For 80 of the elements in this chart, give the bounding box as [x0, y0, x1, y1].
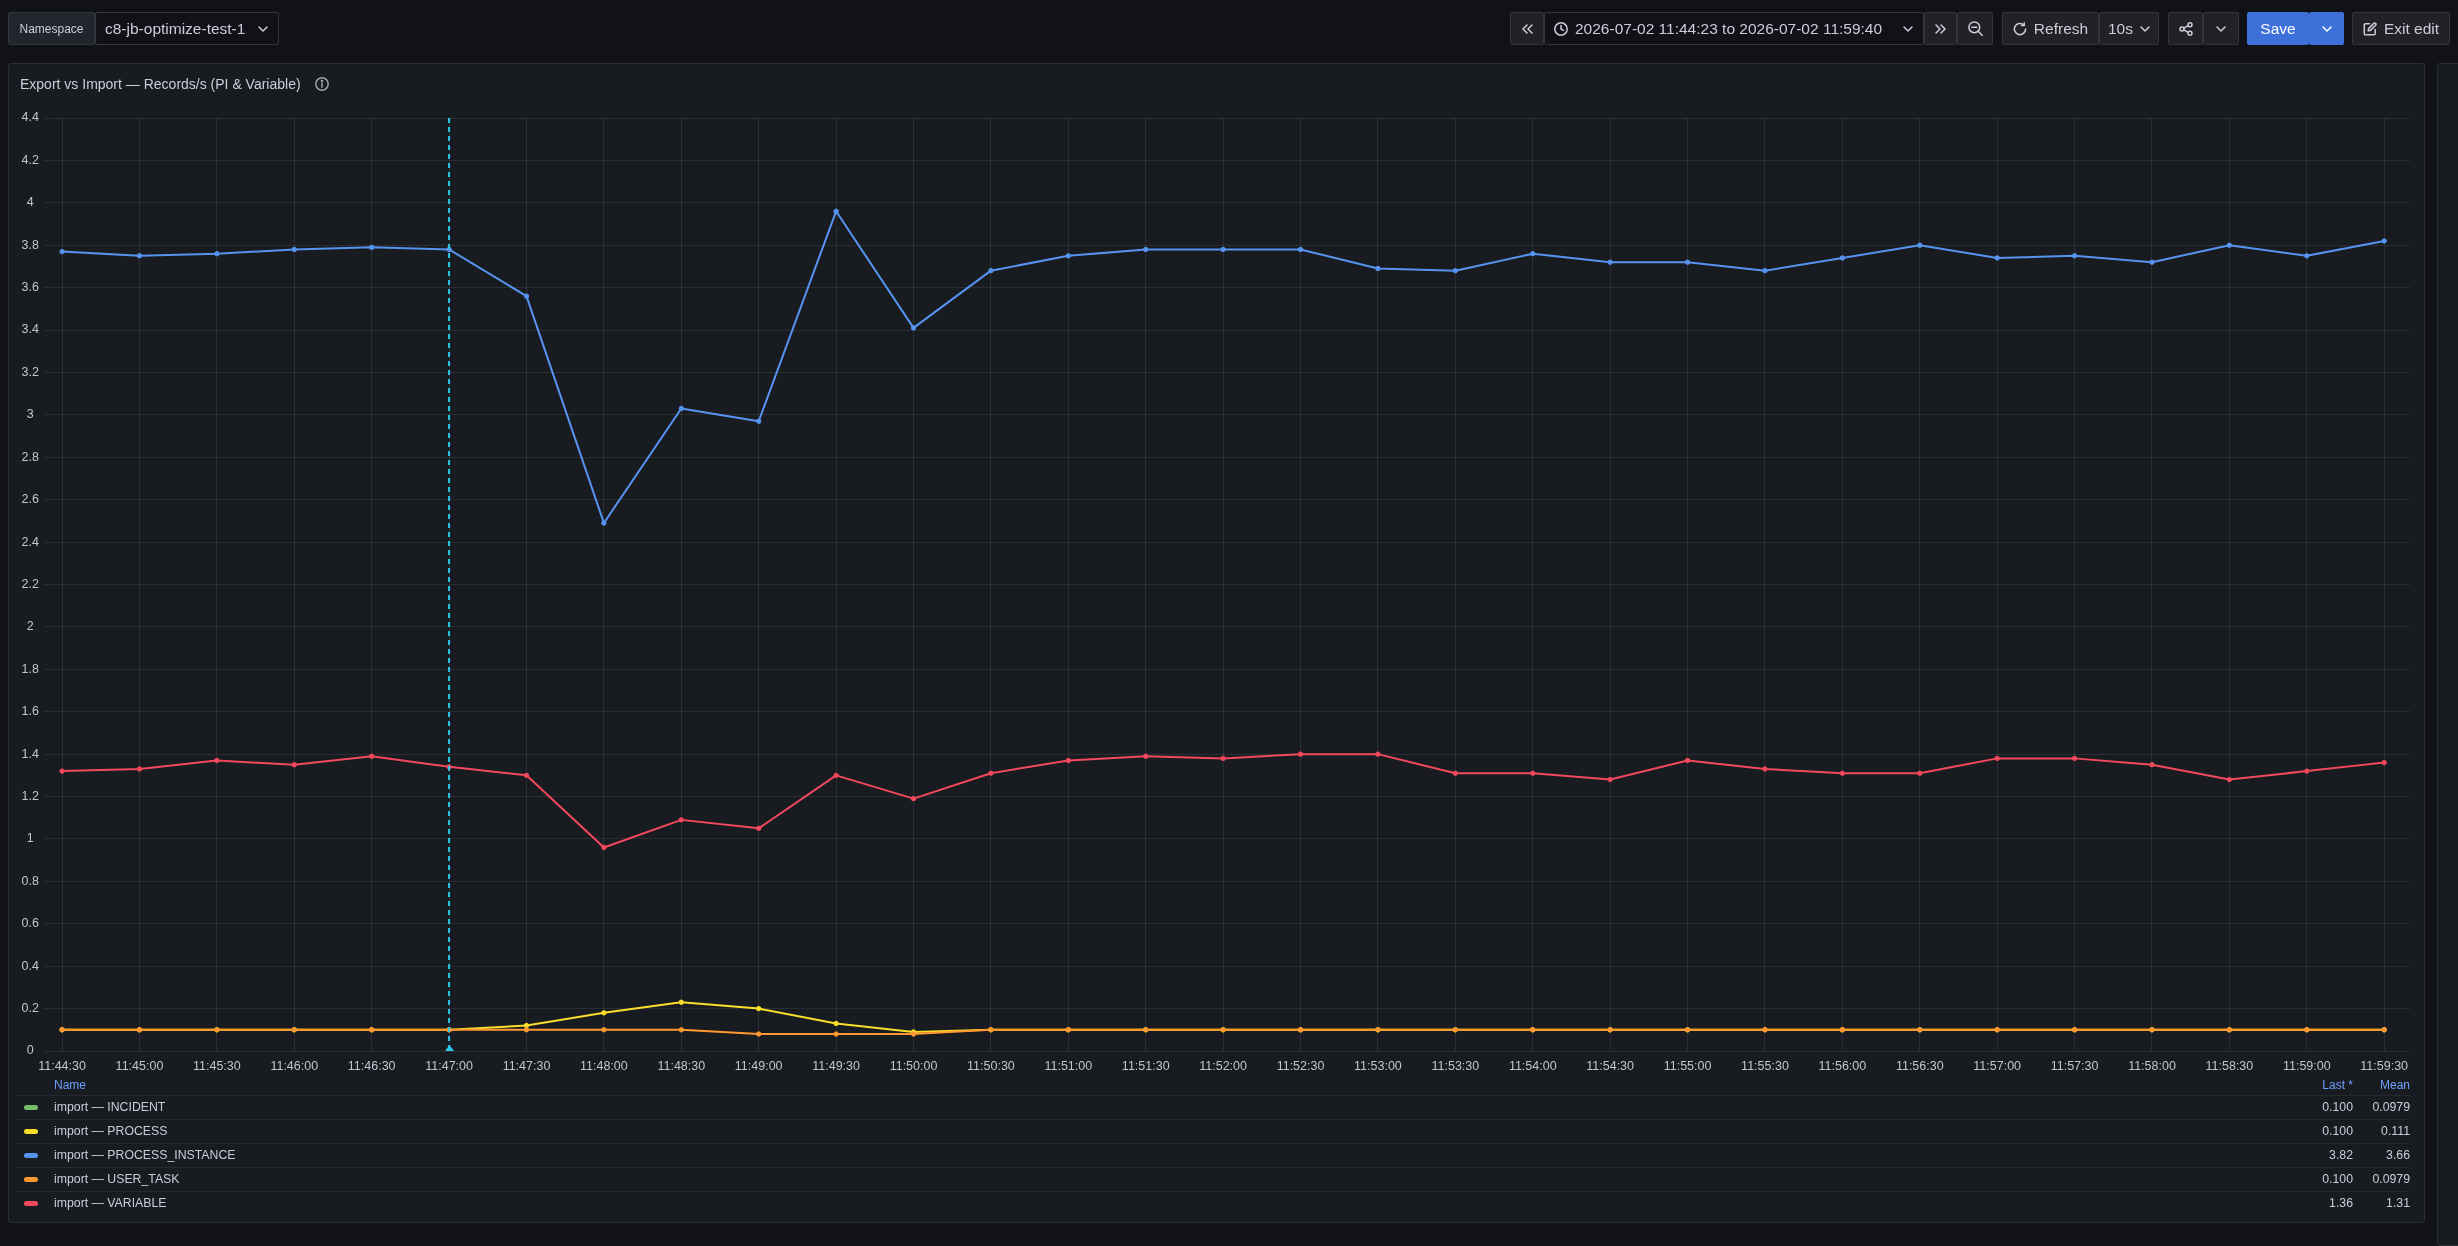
- chart-title: Export vs Import — Records/s (PI & Variable): [20, 76, 301, 92]
- y-tick-label: 3.2: [21, 364, 40, 379]
- x-tick-label: 11:50:00: [889, 1058, 938, 1073]
- text: 0.0979: [2372, 1099, 2410, 1116]
- y-tick-label: 1.6: [21, 704, 40, 719]
- text: Last *: [2322, 1077, 2353, 1094]
- x-tick-label: 11:55:30: [1741, 1058, 1789, 1073]
- y-tick-label: 1.8: [21, 661, 40, 676]
- exit-edit-button: Exit edit: [2352, 12, 2450, 45]
- text: 0.0979: [2372, 1171, 2410, 1188]
- y-tick-label: 2: [26, 619, 34, 634]
- text: 0.100: [2322, 1171, 2353, 1188]
- x-tick-label: 11:49:00: [734, 1058, 783, 1073]
- x-tick-label: 11:49:30: [812, 1058, 861, 1073]
- interval-dropdown: 10s: [2099, 12, 2159, 45]
- x-tick-label: 11:57:30: [2050, 1058, 2099, 1073]
- text: 0.100: [2322, 1123, 2353, 1140]
- text: 0.111: [2381, 1123, 2410, 1140]
- y-tick-label: 0: [26, 1043, 34, 1058]
- refresh-button: Refresh: [2002, 12, 2099, 45]
- y-tick-label: 0.2: [21, 1001, 40, 1016]
- legend-title: Name: [54, 1077, 87, 1094]
- y-tick-label: 4.2: [21, 152, 40, 167]
- y-tick-label: 4: [26, 195, 34, 210]
- namespace-dropdown: c8-jb-optimize-test-1: [95, 12, 279, 45]
- x-tick-label: 11:53:00: [1354, 1058, 1402, 1073]
- x-tick-label: 11:45:30: [193, 1058, 241, 1073]
- y-tick-label: 3: [26, 407, 34, 422]
- y-tick-label: 3.6: [21, 280, 40, 295]
- text: 3.66: [2386, 1147, 2410, 1164]
- x-tick-label: 11:54:30: [1586, 1058, 1635, 1073]
- text: 1.31: [2386, 1195, 2410, 1212]
- y-tick-label: 4.4: [21, 110, 40, 125]
- x-tick-label: 11:56:30: [1895, 1058, 1944, 1073]
- x-tick-label: 11:47:00: [425, 1058, 473, 1073]
- x-tick-label: 11:58:30: [2205, 1058, 2254, 1073]
- y-tick-label: 1: [26, 831, 34, 846]
- x-tick-label: 11:55:00: [1663, 1058, 1712, 1073]
- legend-label: import — VARIABLE: [54, 1195, 167, 1212]
- x-tick-label: 11:56:00: [1818, 1058, 1867, 1073]
- legend-label: import — PROCESS: [54, 1123, 168, 1140]
- x-tick-label: 11:59:30: [2360, 1058, 2409, 1073]
- x-tick-label: 11:45:00: [115, 1058, 164, 1073]
- x-tick-label: 11:46:30: [347, 1058, 396, 1073]
- y-tick-label: 1.4: [21, 746, 40, 761]
- time-range-picker: 2026-07-02 11:44:23 to 2026-07-02 11:59:40: [1544, 12, 1924, 45]
- text: 1.36: [2329, 1195, 2353, 1212]
- x-tick-label: 11:57:00: [1973, 1058, 2022, 1073]
- x-tick-label: 11:58:00: [2128, 1058, 2176, 1073]
- y-tick-label: 0.8: [21, 873, 40, 888]
- legend-label: import — USER_TASK: [54, 1171, 180, 1188]
- legend-label: import — INCIDENT: [54, 1099, 166, 1116]
- x-tick-label: 11:54:00: [1508, 1058, 1557, 1073]
- x-tick-label: 11:51:00: [1044, 1058, 1093, 1073]
- x-tick-label: 11:52:00: [1199, 1058, 1248, 1073]
- save-button: Save: [2247, 12, 2309, 45]
- y-tick-label: 2.8: [21, 449, 40, 464]
- y-tick-label: 0.4: [21, 958, 40, 973]
- x-tick-label: 11:53:30: [1431, 1058, 1480, 1073]
- y-tick-label: 1.2: [21, 789, 40, 803]
- y-tick-label: 2.6: [21, 492, 40, 507]
- x-tick-label: 11:44:30: [38, 1058, 86, 1073]
- x-tick-label: 11:51:30: [1121, 1058, 1170, 1073]
- x-tick-label: 11:48:30: [657, 1058, 706, 1073]
- x-tick-label: 11:59:00: [2282, 1058, 2331, 1073]
- text: Mean: [2379, 1077, 2410, 1094]
- y-tick-label: 3.4: [21, 322, 40, 337]
- x-tick-label: 11:47:30: [502, 1058, 551, 1073]
- y-tick-label: 2.2: [21, 576, 40, 591]
- x-tick-label: 11:46:00: [270, 1058, 319, 1073]
- x-tick-label: 11:52:30: [1276, 1058, 1325, 1073]
- x-tick-label: 11:48:00: [580, 1058, 628, 1073]
- text: 0.100: [2322, 1099, 2353, 1116]
- y-tick-label: 2.4: [21, 534, 40, 549]
- x-tick-label: 11:50:30: [967, 1058, 1015, 1073]
- legend-label: import — PROCESS_INSTANCE: [54, 1147, 236, 1164]
- text: 3.82: [2329, 1147, 2353, 1164]
- namespace-label: Namespace: [8, 12, 95, 45]
- y-tick-label: 3.8: [21, 237, 40, 252]
- y-tick-label: 0.6: [21, 916, 40, 931]
